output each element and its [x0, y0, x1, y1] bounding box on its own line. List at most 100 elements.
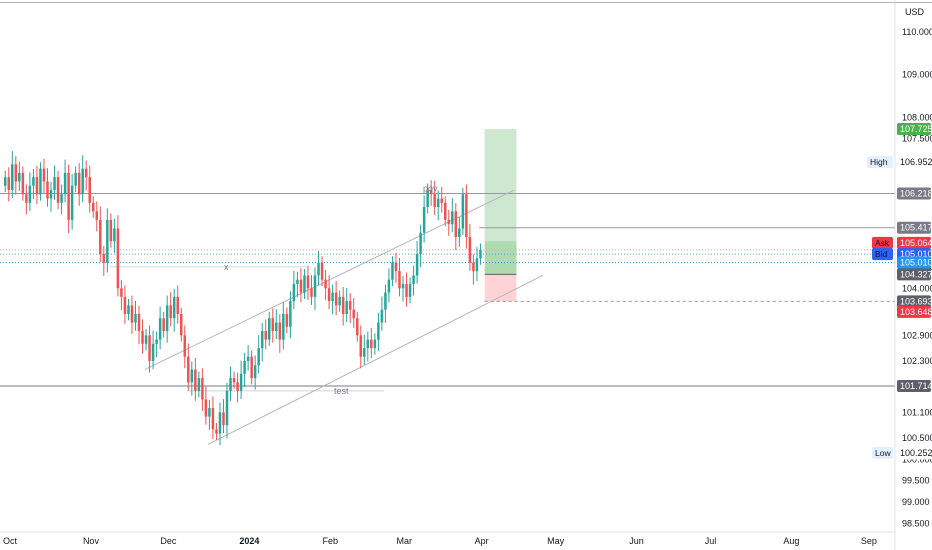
price-tag-prefix: High	[870, 157, 888, 167]
candle-body	[162, 318, 165, 332]
price-tag-bg	[897, 268, 931, 281]
candle	[451, 198, 454, 233]
candle-body	[366, 339, 370, 349]
candles	[4, 151, 482, 446]
candle-body	[194, 369, 197, 391]
candle-body	[331, 292, 334, 302]
candle-body	[401, 284, 405, 289]
candle-body	[422, 207, 426, 233]
price-tick-label: 98.500	[902, 518, 930, 528]
time-tick-label: Jun	[629, 536, 644, 546]
price-tag-prefix-bg	[872, 236, 893, 249]
candle	[356, 311, 359, 342]
price-tag-value: 100.252	[900, 448, 932, 458]
price-tag-prefix: Low	[875, 448, 891, 458]
price-tag: 105.417	[897, 221, 932, 234]
candle-body	[81, 168, 84, 195]
candle-body	[412, 275, 415, 285]
candle-body	[127, 305, 130, 314]
drawing-lines[interactable]	[0, 189, 895, 445]
candle	[106, 208, 109, 273]
candle-body	[201, 378, 204, 400]
candle-body	[426, 189, 429, 208]
candle	[208, 399, 211, 430]
time-tick-label: Jul	[705, 536, 717, 546]
price-tag: 106.952 High	[867, 155, 932, 169]
candle-body	[7, 177, 11, 190]
candle	[201, 368, 204, 412]
candle	[345, 287, 348, 323]
candle	[113, 218, 116, 253]
price-tick-label: 104.000	[902, 283, 932, 293]
candle	[11, 151, 14, 199]
candle-body	[232, 378, 236, 383]
candle-body	[472, 262, 475, 272]
candle-body	[447, 219, 451, 225]
candle-body	[70, 185, 74, 220]
loss-zone[interactable]	[484, 274, 517, 302]
candle	[84, 160, 88, 191]
candle-body	[341, 296, 345, 314]
candle-body	[289, 301, 292, 327]
candle-body	[465, 194, 468, 238]
candle	[21, 166, 25, 201]
candle	[271, 308, 275, 343]
candle	[380, 296, 384, 331]
candle	[134, 300, 137, 331]
candle	[218, 402, 222, 446]
candle-body	[183, 335, 187, 357]
candle-body	[356, 318, 359, 336]
candle-body	[109, 219, 113, 242]
candle	[264, 319, 267, 350]
candle-body	[278, 322, 282, 340]
candle	[472, 254, 475, 285]
candle	[77, 163, 81, 206]
candle	[444, 196, 447, 227]
x-label: x	[224, 262, 229, 272]
candle	[211, 396, 215, 440]
price-tag: 103.693	[897, 295, 932, 308]
candle	[56, 170, 60, 210]
price-tick-label: 110.000	[902, 27, 932, 37]
candle	[63, 159, 67, 203]
candle	[155, 331, 158, 358]
candle	[99, 206, 102, 263]
candle	[141, 319, 144, 354]
candle	[116, 215, 120, 297]
time-tick-label: Nov	[83, 536, 100, 546]
candle-body	[56, 177, 60, 203]
candle	[67, 164, 70, 234]
candle-body	[285, 313, 289, 327]
candle	[49, 181, 53, 212]
candle	[253, 355, 257, 390]
candle-body	[46, 181, 49, 199]
candle	[331, 284, 334, 315]
price-tag: 105.064 Ask	[872, 236, 932, 249]
candle-body	[436, 198, 440, 208]
candle-body	[338, 296, 341, 306]
candle	[169, 292, 172, 327]
time-tick-label: Mar	[396, 536, 412, 546]
candle-body	[39, 168, 42, 195]
candle	[422, 195, 426, 243]
candle	[74, 166, 77, 193]
candle	[458, 216, 461, 247]
price-tag-bg	[896, 155, 932, 169]
candle-body	[11, 164, 14, 190]
candle	[419, 224, 422, 268]
candle	[60, 184, 63, 215]
candle	[447, 210, 451, 236]
candle	[176, 285, 179, 324]
candle	[123, 285, 127, 324]
candle	[303, 269, 306, 299]
candle-body	[320, 262, 324, 280]
candle	[187, 343, 190, 391]
time-axis[interactable]: Oct Nov Dec 2024 Feb Mar Apr May Jun Jul Aug Sep	[3, 536, 877, 546]
candle	[148, 325, 151, 373]
candle	[465, 184, 468, 249]
candle	[412, 265, 415, 296]
channel-lower-line[interactable]	[207, 275, 543, 445]
price-tags: 107.725 106.952 High 106.218 105.417 105.064 A…	[867, 123, 932, 460]
